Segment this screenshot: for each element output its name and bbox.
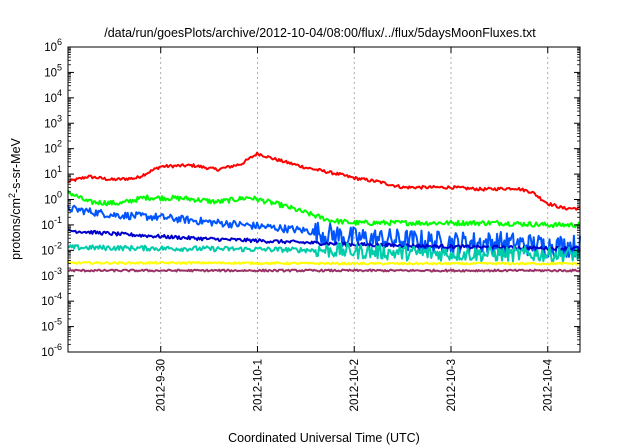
grid-layer [160, 47, 549, 352]
y-tick-label-exponent: 3 [57, 113, 62, 123]
series-line [67, 189, 581, 229]
series-layer [67, 151, 581, 273]
y-tick-label-base: 10 [44, 118, 57, 130]
series-line [67, 228, 581, 252]
y-tick-label: 104 [44, 88, 62, 105]
y-tick-label-exponent: -4 [54, 291, 62, 301]
y-tick-label-base: 10 [44, 42, 57, 54]
y-tick-label: 10-1 [41, 215, 62, 232]
y-tick-label-base: 10 [41, 347, 54, 359]
y-tick-label-base: 10 [44, 195, 57, 207]
y-tick-label: 106 [44, 37, 62, 54]
y-tick-label-base: 10 [44, 144, 57, 156]
y-tick-label-base: 10 [41, 271, 54, 283]
series-line [67, 151, 581, 211]
y-tick-label-exponent: 4 [57, 88, 62, 98]
y-tick-label: 10-3 [41, 266, 62, 283]
series-line [67, 268, 581, 273]
y-tick-label: 10-5 [41, 317, 62, 334]
y-tick-label-exponent: 0 [57, 190, 62, 200]
y-tick-label: 10-4 [41, 291, 62, 308]
y-tick-label: 102 [44, 139, 62, 156]
y-tick-label-exponent: -6 [54, 342, 62, 352]
series-line [67, 260, 581, 266]
y-tick-label: 10-6 [41, 342, 62, 359]
y-tick-label-base: 10 [41, 245, 54, 257]
series-line [67, 242, 581, 263]
y-tick-label-base: 10 [44, 67, 57, 79]
y-tick-label-exponent: -5 [54, 317, 62, 327]
chart-title: /data/run/goesPlots/archive/2012-10-04/0… [104, 26, 536, 40]
y-tick-label-exponent: 2 [57, 139, 62, 149]
y-tick-label-base: 10 [41, 296, 54, 308]
x-tick-label: 2012-10-2 [349, 359, 361, 411]
y-tick-label-base: 10 [44, 93, 57, 105]
y-tick-label: 100 [44, 190, 62, 207]
y-tick-label-exponent: -3 [54, 266, 62, 276]
tick-layer: 2012-9-30 2012-10-1 2012-10-2 2012-10-3 2012… [41, 37, 580, 411]
y-tick-label: 103 [44, 113, 62, 130]
y-tick-label: 105 [44, 62, 62, 79]
series-line [67, 204, 581, 258]
y-tick-label: 10-2 [41, 240, 62, 257]
y-tick-label: 101 [44, 164, 62, 181]
y-tick-label-base: 10 [41, 220, 54, 232]
y-tick-label-base: 10 [41, 322, 54, 334]
x-tick-label: 2012-10-4 [543, 358, 555, 411]
y-axis-label-superscript: 2 [7, 193, 17, 198]
y-axis-label: protons/cm2-s-sr-MeV [7, 137, 23, 259]
y-axis-label-part2: -s-sr-MeV [9, 137, 23, 193]
x-tick-label: 2012-9-30 [156, 359, 168, 411]
y-axis-label-part1: protons/cm [9, 198, 23, 260]
y-tick-label-exponent: -2 [54, 240, 62, 250]
y-tick-label-exponent: 5 [57, 62, 62, 72]
y-tick-label-base: 10 [44, 169, 57, 181]
x-tick-label: 2012-10-1 [252, 359, 264, 411]
y-tick-label-exponent: 1 [57, 164, 62, 174]
y-tick-label-exponent: 6 [57, 37, 62, 47]
y-tick-label-exponent: -1 [54, 215, 62, 225]
x-axis-label: Coordinated Universal Time (UTC) [228, 431, 420, 445]
x-tick-label: 2012-10-3 [446, 359, 458, 411]
